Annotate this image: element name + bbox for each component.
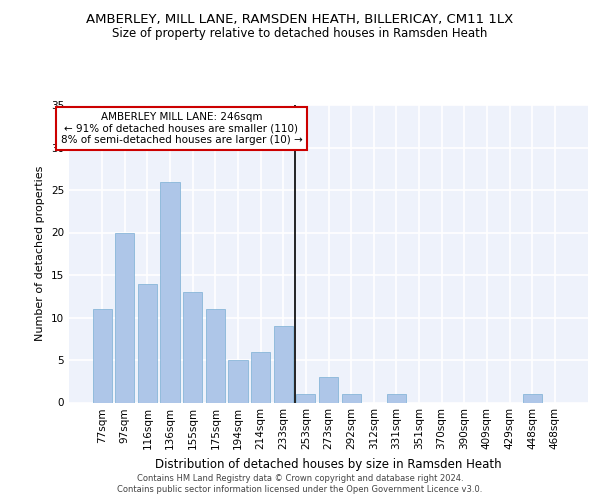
Bar xyxy=(160,182,180,402)
Bar xyxy=(183,292,202,403)
Text: Contains HM Land Registry data © Crown copyright and database right 2024.
Contai: Contains HM Land Registry data © Crown c… xyxy=(118,474,482,494)
Text: AMBERLEY, MILL LANE, RAMSDEN HEATH, BILLERICAY, CM11 1LX: AMBERLEY, MILL LANE, RAMSDEN HEATH, BILL… xyxy=(86,12,514,26)
Bar xyxy=(229,360,248,403)
Bar xyxy=(251,352,270,403)
Bar xyxy=(523,394,542,402)
Bar xyxy=(138,284,157,403)
Bar xyxy=(92,309,112,402)
X-axis label: Distribution of detached houses by size in Ramsden Heath: Distribution of detached houses by size … xyxy=(155,458,502,471)
Text: Size of property relative to detached houses in Ramsden Heath: Size of property relative to detached ho… xyxy=(112,28,488,40)
Bar xyxy=(319,377,338,402)
Bar xyxy=(387,394,406,402)
Bar xyxy=(115,232,134,402)
Bar xyxy=(206,309,225,402)
Bar xyxy=(274,326,293,402)
Bar xyxy=(296,394,316,402)
Bar xyxy=(341,394,361,402)
Y-axis label: Number of detached properties: Number of detached properties xyxy=(35,166,46,342)
Text: AMBERLEY MILL LANE: 246sqm
← 91% of detached houses are smaller (110)
8% of semi: AMBERLEY MILL LANE: 246sqm ← 91% of deta… xyxy=(61,112,302,145)
